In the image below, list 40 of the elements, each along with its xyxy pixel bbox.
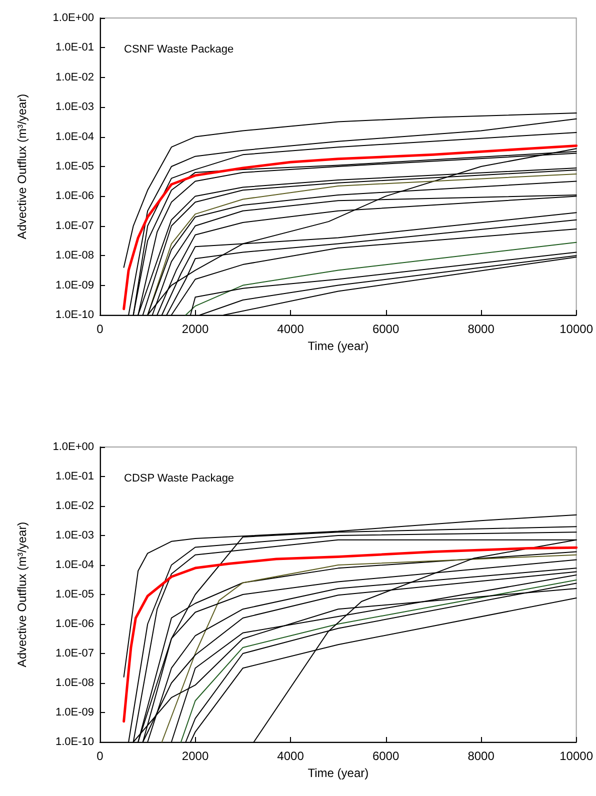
x-tick-label: 10000 <box>560 322 594 336</box>
x-tick-label: 4000 <box>277 322 304 336</box>
y-tick-label: 1.0E-02 <box>55 500 94 512</box>
y-axis-title: Advective Outflux (m³/year) <box>15 522 29 668</box>
x-tick-label: 6000 <box>372 749 400 763</box>
x-tick-label: 0 <box>96 322 104 336</box>
x-tick-label: 2000 <box>182 322 209 336</box>
x-tick-label: 6000 <box>372 322 400 336</box>
y-tick-label: 1.0E-01 <box>55 470 94 482</box>
y-tick-label: 1.0E-03 <box>55 530 94 542</box>
y-tick-label: 1.0E-08 <box>55 677 94 689</box>
x-tick-label: 10000 <box>560 749 594 763</box>
y-tick-label: 1.0E-04 <box>55 559 94 571</box>
y-tick-label: 1.0E-10 <box>55 309 94 321</box>
y-tick-label: 1.0E-05 <box>55 160 94 172</box>
y-tick-label: 1.0E-03 <box>55 101 94 114</box>
y-tick-label: 1.0E-09 <box>55 706 94 718</box>
y-tick-label: 1.0E+00 <box>52 441 94 453</box>
y-tick-label: 1.0E+00 <box>52 12 94 24</box>
x-tick-label: 8000 <box>468 749 495 763</box>
y-tick-label: 1.0E-06 <box>55 618 94 630</box>
y-tick-label: 1.0E-07 <box>55 220 94 232</box>
y-tick-label: 1.0E-05 <box>55 588 94 600</box>
x-axis-title: Time (year) <box>308 766 369 780</box>
y-tick-label: 1.0E-01 <box>55 42 94 54</box>
annotation: CDSP Waste Package <box>124 472 234 484</box>
x-tick-label: 2000 <box>182 749 209 763</box>
x-tick-label: 0 <box>96 749 104 763</box>
x-tick-label: 8000 <box>468 322 495 336</box>
y-tick-label: 1.0E-09 <box>55 279 94 292</box>
y-tick-label: 1.0E-04 <box>55 130 94 143</box>
y-tick-label: 1.0E-07 <box>55 648 94 660</box>
y-tick-label: 1.0E-08 <box>55 250 94 262</box>
y-tick-label: 1.0E-02 <box>55 71 94 84</box>
y-tick-label: 1.0E-06 <box>55 190 94 202</box>
x-tick-label: 4000 <box>277 749 304 763</box>
y-axis-title: Advective Outflux (m³/year) <box>15 94 29 240</box>
x-axis-title: Time (year) <box>308 338 369 353</box>
annotation: CSNF Waste Package <box>124 44 234 56</box>
y-tick-label: 1.0E-10 <box>55 736 94 748</box>
